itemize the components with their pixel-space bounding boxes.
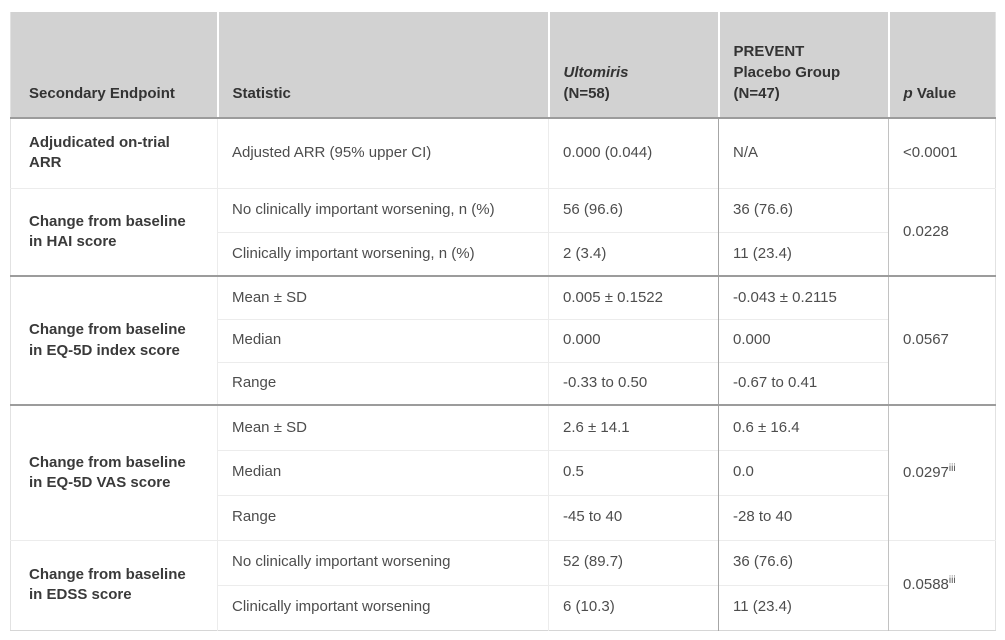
table-row: Range -0.33 to 0.50 -0.67 to 0.41 [11, 361, 996, 405]
table-row: Median 0.5 0.0 [11, 449, 996, 495]
placebo-value-cell: 11 (23.4) [718, 231, 889, 276]
ultomiris-n: (N=58) [563, 85, 610, 102]
placebo-value-cell: 36 (76.6) [718, 539, 889, 585]
ultomiris-value-cell: -0.33 to 0.50 [548, 361, 719, 405]
endpoint-cell: Adjudicated on-trial ARR [10, 118, 218, 188]
table-row: Range -45 to 40 -28 to 40 [11, 494, 996, 540]
placebo-value-cell: 0.6 ± 16.4 [718, 404, 889, 450]
placebo-n: (N=47) [733, 85, 780, 102]
statistic-cell: Mean ± SD [217, 404, 549, 450]
p-value-cell: 0.0567 [888, 275, 996, 405]
statistic-cell: No clinically important worsening [217, 539, 549, 585]
footnote-marker: iii [948, 462, 956, 474]
placebo-value-cell: N/A [718, 118, 889, 188]
placebo-line1: PREVENT [733, 43, 805, 60]
statistic-cell: Median [217, 449, 549, 495]
ultomiris-value-cell: 52 (89.7) [548, 539, 719, 585]
ultomiris-value-cell: 0.5 [548, 449, 719, 495]
statistic-cell: Median [217, 318, 549, 362]
endpoint-cell: Change from baseline in EQ-5D VAS score [10, 404, 218, 540]
table-row: Change from baseline in EQ-5D VAS score … [10, 404, 996, 540]
placebo-value-cell: 36 (76.6) [718, 187, 889, 232]
table-row: Change from baseline in HAI score No cli… [10, 187, 996, 276]
p-value-rest: Value [912, 85, 957, 102]
column-header-statistic: Statistic [216, 12, 549, 119]
p-italic: p [903, 85, 913, 102]
table-row: Change from baseline in EDSS score No cl… [10, 539, 996, 630]
ultomiris-value-cell: 0.005 ± 0.1522 [548, 275, 719, 319]
endpoint-cell: Change from baseline in HAI score [10, 187, 218, 276]
placebo-line2: Placebo Group [733, 64, 841, 81]
statistic-cell: Range [217, 494, 549, 540]
column-header-ultomiris: Ultomiris (N=58) [547, 12, 719, 119]
footnote-marker: iii [948, 574, 956, 586]
column-header-placebo: PREVENT Placebo Group (N=47) [717, 12, 889, 119]
ultomiris-value-cell: 2 (3.4) [548, 231, 719, 276]
placebo-value-cell: -0.67 to 0.41 [718, 361, 889, 405]
ultomiris-value-cell: 56 (96.6) [548, 187, 719, 232]
endpoint-cell: Change from baseline in EQ-5D index scor… [10, 275, 218, 405]
table-row: Clinically important worsening, n (%) 2 … [11, 231, 996, 276]
statistic-cell: Clinically important worsening, n (%) [217, 231, 549, 276]
table-row: Adjudicated on-trial ARR Adjusted ARR (9… [10, 118, 996, 188]
ultomiris-value-cell: 0.000 (0.044) [548, 118, 719, 188]
ultomiris-value-cell: -45 to 40 [548, 494, 719, 540]
table-row: Clinically important worsening 6 (10.3) … [11, 584, 996, 630]
endpoint-cell: Change from baseline in EDSS score [10, 539, 218, 630]
ultomiris-value-cell: 0.000 [548, 318, 719, 362]
ultomiris-label: Ultomiris [563, 64, 629, 81]
ultomiris-value-cell: 6 (10.3) [548, 584, 719, 630]
placebo-value-cell: 0.0 [718, 449, 889, 495]
statistic-cell: Clinically important worsening [217, 584, 549, 630]
statistic-cell: Range [217, 361, 549, 405]
p-value-cell: 0.0588iii [888, 539, 996, 630]
p-value-cell: 0.0228 [888, 187, 996, 276]
placebo-value-cell: 11 (23.4) [718, 584, 889, 630]
p-value-cell: 0.0297iii [888, 404, 996, 540]
column-header-p-value: p Value [887, 12, 996, 119]
statistic-cell: No clinically important worsening, n (%) [217, 187, 549, 232]
p-value-cell: <0.0001 [888, 118, 996, 188]
table-row: Change from baseline in EQ-5D index scor… [10, 275, 996, 405]
secondary-endpoints-table: Secondary Endpoint Statistic Ultomiris (… [10, 12, 996, 631]
statistic-cell: Adjusted ARR (95% upper CI) [217, 118, 549, 188]
column-header-secondary-endpoint: Secondary Endpoint [10, 12, 218, 119]
header-row: Secondary Endpoint Statistic Ultomiris (… [10, 12, 996, 119]
placebo-value-cell: 0.000 [718, 318, 889, 362]
placebo-value-cell: -0.043 ± 0.2115 [718, 275, 889, 319]
statistic-cell: Mean ± SD [217, 275, 549, 319]
table-row: Median 0.000 0.000 [11, 318, 996, 362]
placebo-value-cell: -28 to 40 [718, 494, 889, 540]
ultomiris-value-cell: 2.6 ± 14.1 [548, 404, 719, 450]
